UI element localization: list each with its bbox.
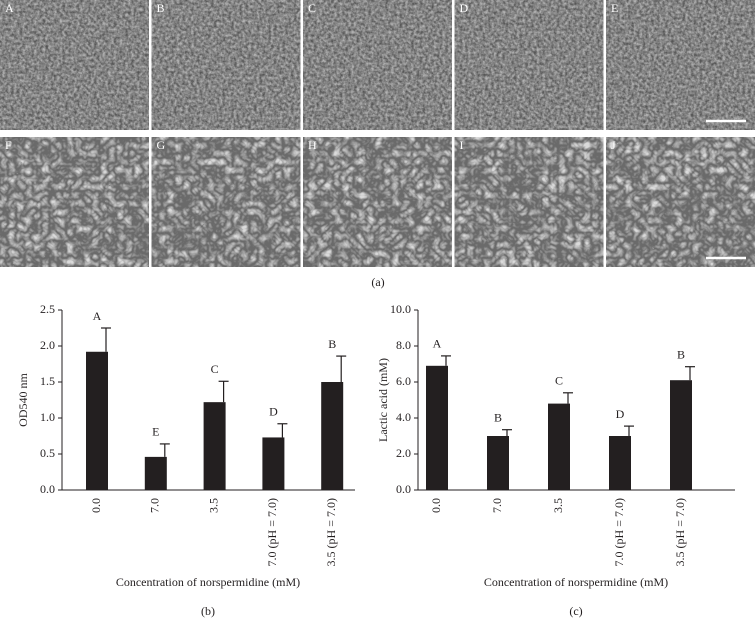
- y-tick-label: 2.0: [396, 446, 411, 460]
- x-tick-label: 7.0 (pH = 7.0): [265, 498, 279, 566]
- sem-texture: [151, 0, 301, 130]
- y-tick-label: 0.0: [396, 482, 411, 496]
- sem-texture: [606, 0, 755, 130]
- chart-caption: (b): [201, 604, 215, 618]
- x-tick-label: 3.5 (pH = 7.0): [324, 498, 338, 566]
- group-label: B: [328, 337, 336, 351]
- group-label: A: [93, 309, 102, 323]
- bar: [609, 436, 631, 490]
- y-tick-label: 2.0: [40, 338, 55, 352]
- sem-texture: [0, 137, 149, 267]
- y-axis-label: Lactic acid (mM): [376, 358, 390, 442]
- bar: [426, 365, 448, 490]
- sem-texture: [303, 0, 452, 130]
- image-label: C: [308, 1, 316, 15]
- image-label: B: [157, 1, 165, 15]
- sem-texture: [151, 137, 301, 267]
- y-tick-label: 0.0: [40, 482, 55, 496]
- x-tick-label: 7.0: [148, 498, 162, 513]
- bar: [670, 380, 692, 490]
- image-label: E: [611, 1, 618, 15]
- bar: [203, 402, 226, 490]
- group-label: E: [152, 425, 159, 439]
- x-tick-label: 3.5: [551, 498, 565, 513]
- image-label: F: [5, 138, 12, 152]
- x-tick-label: 3.5: [206, 498, 220, 513]
- group-label: B: [677, 347, 685, 361]
- x-tick-label: 3.5 (pH = 7.0): [673, 498, 687, 566]
- image-label: G: [157, 138, 166, 152]
- sem-texture: [454, 0, 604, 130]
- y-tick-label: 1.0: [40, 410, 55, 424]
- bar: [548, 403, 570, 490]
- bar: [487, 436, 509, 490]
- x-tick-label: 0.0: [89, 498, 103, 513]
- y-axis-label: OD540 nm: [16, 373, 30, 427]
- x-tick-label: 7.0: [490, 498, 504, 513]
- x-tick-label: 0.0: [429, 498, 443, 513]
- x-axis-label: Concentration of norspermidine (mM): [116, 575, 300, 589]
- bar: [262, 437, 285, 490]
- chart-caption: (c): [569, 604, 582, 618]
- x-axis-label: Concentration of norspermidine (mM): [484, 575, 668, 589]
- y-tick-label: 4.0: [396, 410, 411, 424]
- group-label: A: [433, 337, 442, 351]
- group-label: D: [269, 405, 278, 419]
- group-label: D: [616, 407, 625, 421]
- y-tick-label: 0.5: [40, 446, 55, 460]
- y-tick-label: 2.5: [40, 302, 55, 316]
- group-label: C: [211, 362, 219, 376]
- sem-texture: [606, 137, 755, 267]
- panel-caption: (a): [371, 275, 384, 289]
- image-label: I: [460, 138, 464, 152]
- y-tick-label: 10.0: [390, 302, 411, 316]
- sem-texture: [303, 137, 452, 267]
- image-label: J: [611, 138, 616, 152]
- group-label: B: [494, 410, 502, 424]
- image-label: H: [308, 138, 317, 152]
- image-label: D: [460, 1, 469, 15]
- y-tick-label: 8.0: [396, 338, 411, 352]
- bar: [86, 351, 108, 490]
- x-tick-label: 7.0 (pH = 7.0): [612, 498, 626, 566]
- sem-images: A B C D E F G H I J: [0, 0, 755, 267]
- image-label: A: [5, 1, 14, 15]
- group-label: C: [555, 374, 563, 388]
- y-tick-label: 1.5: [40, 374, 55, 388]
- sem-texture: [454, 137, 604, 267]
- bar: [144, 456, 167, 490]
- y-tick-label: 6.0: [396, 374, 411, 388]
- bar: [321, 382, 344, 490]
- sem-texture: [0, 0, 149, 130]
